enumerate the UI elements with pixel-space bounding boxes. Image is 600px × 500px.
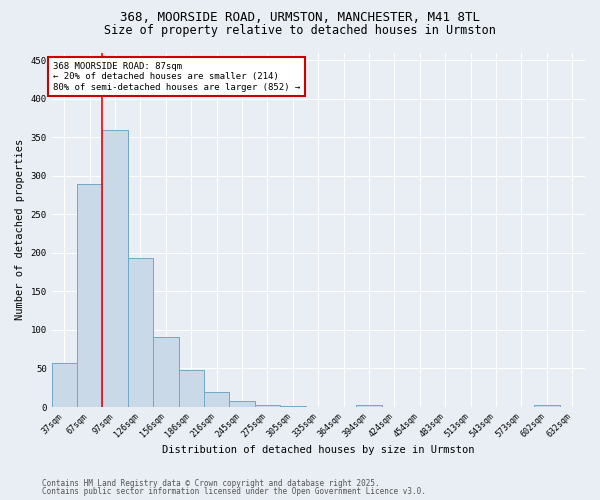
- Bar: [229, 401, 255, 407]
- Bar: [204, 392, 229, 407]
- Bar: [103, 130, 128, 407]
- Bar: [280, 406, 305, 407]
- X-axis label: Distribution of detached houses by size in Urmston: Distribution of detached houses by size …: [162, 445, 475, 455]
- Y-axis label: Number of detached properties: Number of detached properties: [15, 139, 25, 320]
- Text: 368, MOORSIDE ROAD, URMSTON, MANCHESTER, M41 8TL: 368, MOORSIDE ROAD, URMSTON, MANCHESTER,…: [120, 11, 480, 24]
- Bar: [255, 404, 280, 407]
- Bar: [153, 337, 179, 407]
- Bar: [179, 370, 204, 407]
- Text: Contains public sector information licensed under the Open Government Licence v3: Contains public sector information licen…: [42, 487, 426, 496]
- Text: Contains HM Land Registry data © Crown copyright and database right 2025.: Contains HM Land Registry data © Crown c…: [42, 478, 380, 488]
- Text: Size of property relative to detached houses in Urmston: Size of property relative to detached ho…: [104, 24, 496, 37]
- Bar: [534, 404, 560, 407]
- Bar: [52, 363, 77, 407]
- Bar: [77, 184, 103, 407]
- Bar: [356, 404, 382, 407]
- Text: 368 MOORSIDE ROAD: 87sqm
← 20% of detached houses are smaller (214)
80% of semi-: 368 MOORSIDE ROAD: 87sqm ← 20% of detach…: [53, 62, 300, 92]
- Bar: [128, 258, 153, 407]
